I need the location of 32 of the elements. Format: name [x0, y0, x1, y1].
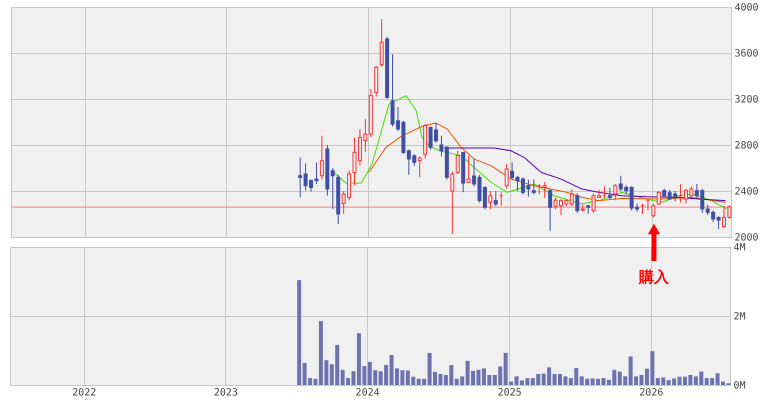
candlestick	[548, 188, 552, 232]
y-tick-label: 2000	[734, 232, 759, 244]
candlestick	[456, 150, 460, 174]
y-tick-label: 2800	[734, 140, 759, 152]
candlestick	[613, 184, 618, 201]
candlestick	[320, 135, 324, 180]
x-tick-label: 2024	[356, 388, 380, 398]
x-tick-label: 2023	[214, 388, 238, 398]
candlestick	[651, 203, 656, 218]
x-tick-label: 2025	[498, 388, 522, 398]
candlestick	[656, 190, 661, 206]
candlestick	[380, 18, 384, 68]
y-tick-label: 3200	[734, 94, 759, 106]
candlestick	[532, 179, 536, 195]
line-series	[368, 122, 726, 203]
y-tick-label: 2M	[734, 312, 746, 322]
y-tick-label: 4M	[734, 242, 746, 254]
y-tick-label: 0M	[734, 380, 746, 392]
x-tick-label: 2026	[639, 388, 664, 398]
candlestick	[488, 190, 492, 210]
x-tick-label: 2022	[72, 388, 96, 398]
annotation: 購入	[638, 268, 670, 286]
candlestick	[450, 170, 454, 235]
candlestick	[418, 156, 422, 178]
candlestick	[608, 187, 612, 200]
y-tick-label: 2400	[734, 186, 759, 198]
y-tick-label: 3600	[734, 48, 759, 60]
candlestick	[504, 164, 509, 190]
y-tick-label: 4000	[734, 2, 759, 14]
candlestick	[494, 190, 498, 206]
candlestick	[575, 192, 580, 214]
candlestick	[466, 155, 471, 184]
